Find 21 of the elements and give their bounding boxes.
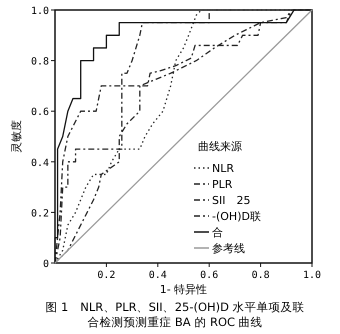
x-axis-title: 1- 特异性 <box>160 283 208 296</box>
legend-label: 参考线 <box>212 242 245 255</box>
y-tick-label: 0 <box>42 259 49 270</box>
legend-label: SII 25 <box>212 194 250 207</box>
text: 图 1 NLR、PLR、SII、25-(OH)D 水平单项及联合检测预测重症 BA 的 ROC 曲线 <box>44 300 306 330</box>
y-tick-label: 0.6 <box>30 107 49 118</box>
legend-label: 合 <box>212 226 223 239</box>
x-tick-label: 0.4 <box>148 270 167 281</box>
legend-title: 曲线来源 <box>198 140 242 153</box>
y-tick-label: 0.4 <box>30 158 49 169</box>
x-tick-label: 0.6 <box>200 270 218 281</box>
x-tick-label: 1.0 <box>302 270 322 281</box>
x-tick-label: 0.2 <box>97 270 116 281</box>
legend-label: PLR <box>212 178 233 191</box>
y-tick-label: 0.2 <box>30 208 49 220</box>
y-tick-label: 1.0 <box>30 6 49 17</box>
x-tick-label: 0.8 <box>252 270 270 281</box>
legend-label: -(OH)D联 <box>212 210 261 223</box>
y-axis-title: 灵敏度 <box>10 120 23 153</box>
legend-label: NLR <box>212 162 234 175</box>
y-tick-label: 0.8 <box>30 56 49 68</box>
